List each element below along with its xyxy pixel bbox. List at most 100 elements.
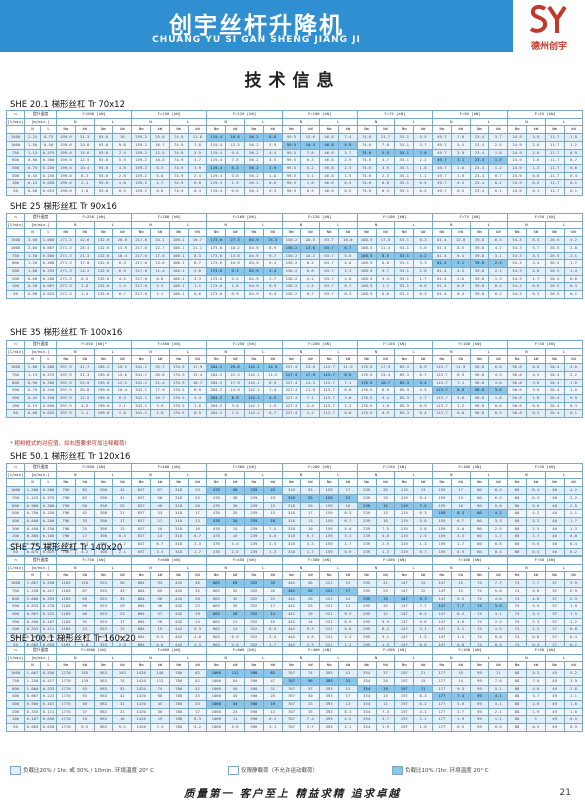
table-cell: 239 bbox=[356, 516, 377, 526]
table-cell: 0.667 bbox=[24, 609, 41, 619]
table-cell: 1.3 bbox=[488, 274, 509, 284]
table-cell: 478 bbox=[206, 532, 227, 542]
table-cell: 13 bbox=[149, 532, 170, 542]
table-cell: 1105 bbox=[56, 602, 76, 611]
table-cell: 74.6 bbox=[356, 156, 377, 165]
table-cell: 9.3 bbox=[337, 609, 358, 619]
table-cell: 300 bbox=[6, 393, 25, 403]
table-cell: 3.6 bbox=[337, 393, 358, 403]
header-cell: Nm bbox=[431, 478, 452, 488]
table-cell: 239 bbox=[243, 486, 264, 495]
table-cell: 11 bbox=[488, 669, 509, 678]
table-cell: 796 bbox=[56, 524, 76, 534]
table-cell: 19 bbox=[375, 594, 396, 604]
header-cell bbox=[6, 228, 25, 238]
table-cell: 5.4 bbox=[187, 393, 208, 403]
table-cell: 271.3 bbox=[56, 259, 76, 268]
table-cell: 12.5 bbox=[112, 378, 133, 388]
table-cell: 600 bbox=[6, 156, 25, 165]
table-cell: 295 bbox=[356, 617, 377, 627]
header-cell: kW bbox=[187, 478, 208, 488]
table-cell: 130.2 bbox=[281, 282, 302, 292]
table-cell: 318 bbox=[281, 524, 302, 534]
table-cell: 1000 bbox=[6, 363, 25, 372]
header-cell: Nm bbox=[507, 478, 527, 488]
header-cell: L bbox=[469, 220, 509, 230]
table-cell: 295 bbox=[356, 609, 377, 619]
table-cell: 637 bbox=[131, 501, 151, 511]
header-cell: L bbox=[243, 563, 283, 573]
section-title: SHE 50.1 梯形丝杠 Tr 120x16 bbox=[10, 452, 131, 462]
table-cell: 217.0 bbox=[131, 259, 151, 268]
table-cell: 442 bbox=[168, 594, 189, 604]
table-cell: 1.7 bbox=[563, 259, 584, 268]
table-cell: 0.500 bbox=[24, 617, 41, 627]
table-cell: 0.3 bbox=[337, 290, 358, 299]
table-cell: 74 bbox=[469, 579, 490, 588]
header-cell: kW bbox=[488, 571, 509, 581]
table-cell: 0.167 bbox=[24, 715, 41, 725]
table-cell: 4.2 bbox=[337, 715, 358, 725]
table-cell: 0.15 bbox=[24, 401, 41, 411]
table-cell: 49.7 bbox=[431, 140, 452, 150]
force-header: F=75 [kN] bbox=[356, 110, 433, 119]
header-cell: L bbox=[40, 125, 57, 135]
table-row: 300 0.60 0.200 271.3 8.5 132.6 4.2 217.0 6.8 106.… bbox=[6, 274, 584, 284]
table-cell: 40 bbox=[149, 501, 170, 511]
table-cell: 81.4 bbox=[431, 266, 452, 276]
table-cell: 46.8 bbox=[319, 133, 339, 142]
table-cell: 1060 bbox=[206, 699, 227, 709]
table-cell: 1.8 bbox=[563, 378, 584, 388]
table-cell: 239 bbox=[356, 532, 377, 542]
table-cell: 159.2 bbox=[131, 187, 151, 196]
header-cell: Nm bbox=[544, 571, 565, 581]
table-cell: 197 bbox=[394, 669, 415, 678]
table-cell: 23 bbox=[225, 707, 245, 717]
table-cell: 49 bbox=[544, 723, 565, 732]
table-cell: 2.5 bbox=[413, 532, 433, 542]
table-cell: 74 bbox=[112, 676, 133, 686]
table-cell: 1060 bbox=[206, 676, 227, 686]
table-cell: 13 bbox=[413, 486, 433, 495]
table-cell: 217.0 bbox=[131, 266, 151, 276]
table-cell: 24.9 bbox=[507, 133, 527, 142]
table-cell: 39.8 bbox=[469, 236, 490, 245]
table-cell: 199.0 bbox=[56, 156, 76, 165]
header-cell: Nm bbox=[168, 355, 189, 365]
table-cell: 9.1 bbox=[225, 266, 245, 276]
table-cell: 8.5 bbox=[74, 274, 95, 284]
header-cell: Nm bbox=[469, 228, 490, 238]
table-cell: 41 bbox=[337, 669, 358, 678]
header-cell: Nm bbox=[431, 228, 452, 238]
table-cell: 397.9 bbox=[56, 378, 76, 388]
table-cell: 1770 bbox=[56, 707, 76, 717]
table-cell: 318 bbox=[281, 540, 302, 549]
header-cell: N bbox=[24, 228, 41, 238]
table-cell: 119.4 bbox=[206, 187, 227, 196]
header-cell: L bbox=[93, 470, 133, 480]
table-cell: 185 bbox=[74, 669, 95, 678]
table-cell: 8.3 bbox=[450, 509, 471, 518]
table-cell: 170.5 bbox=[356, 401, 377, 411]
table-cell: 4.2 bbox=[112, 274, 133, 284]
table-cell: 54.3 bbox=[507, 251, 527, 261]
table-cell: 35.1 bbox=[394, 187, 415, 196]
table-cell: 108.5 bbox=[356, 282, 377, 292]
table-row: 600 1.000 0.333 1105 69 553 35 884 56 442 28 663 42 3… bbox=[6, 594, 584, 604]
table-cell: 1105 bbox=[56, 609, 76, 619]
table-cell: 442 bbox=[281, 579, 302, 588]
table-cell: 20.5 bbox=[300, 236, 321, 245]
header-cell: L bbox=[394, 117, 433, 127]
table-cell: 35.1 bbox=[394, 148, 415, 158]
table-cell: 84 bbox=[225, 676, 245, 686]
table-cell: 197 bbox=[394, 723, 415, 732]
table-cell: 0.222 bbox=[40, 692, 57, 701]
header-cell: kW bbox=[375, 125, 396, 135]
table-cell: 2.00 bbox=[24, 243, 41, 253]
table-cell: 3.9 bbox=[563, 579, 584, 588]
table-cell: 300 bbox=[6, 699, 25, 709]
table-cell: 442 bbox=[168, 633, 189, 642]
table-cell: 1.5 bbox=[337, 171, 358, 181]
table-cell: 341.1 bbox=[131, 363, 152, 372]
table-cell: 1.3 bbox=[525, 163, 546, 173]
